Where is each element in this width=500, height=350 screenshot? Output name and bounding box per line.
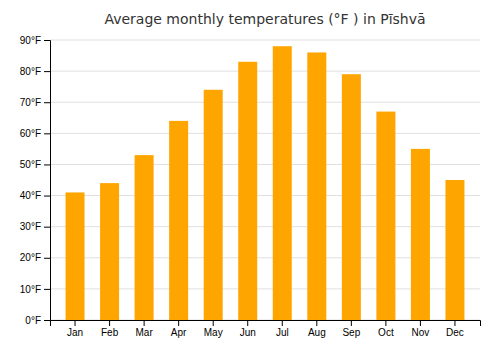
- y-tick: 10°F: [20, 284, 50, 295]
- x-tick: Apr: [171, 320, 187, 338]
- tick-label: Aug: [308, 327, 326, 338]
- bars: [66, 46, 465, 320]
- y-tick: 30°F: [20, 221, 50, 232]
- x-tick: Oct: [378, 320, 394, 338]
- tick-mark: [44, 227, 50, 228]
- tick-label: Oct: [378, 327, 394, 338]
- tick-label: Nov: [412, 327, 430, 338]
- tick-mark: [213, 320, 214, 326]
- tick-mark: [247, 320, 248, 326]
- grid-line: [50, 71, 480, 72]
- y-tick: 60°F: [20, 128, 50, 139]
- grid-line: [50, 102, 480, 103]
- bar: [169, 121, 188, 320]
- tick-mark: [316, 320, 317, 326]
- bar: [307, 52, 326, 320]
- bar: [100, 183, 119, 320]
- chart-container: 0°F 10°F 20°F 30°F 40°F 50°F 60°F 70°F 80°F 90°F J…: [0, 0, 500, 350]
- tick-label: May: [204, 327, 223, 338]
- bar: [273, 46, 292, 320]
- tick-label: 90°F: [20, 35, 41, 46]
- title: Average monthly temperatures (°F ) in Pī…: [104, 11, 425, 27]
- bar: [66, 192, 85, 320]
- x-tick: May: [204, 320, 223, 338]
- y-tick: 40°F: [20, 190, 50, 201]
- tick-label: 50°F: [20, 159, 41, 170]
- grid: [50, 40, 480, 320]
- axis-line: [44, 41, 51, 321]
- bar: [204, 90, 223, 320]
- x-tick: Mar: [135, 320, 153, 338]
- tick-mark: [44, 164, 50, 165]
- y-tick: 90°F: [20, 35, 50, 46]
- tick-mark: [351, 320, 352, 326]
- tick-mark: [44, 320, 50, 321]
- tick-label: 80°F: [20, 66, 41, 77]
- tick-label: 10°F: [20, 284, 41, 295]
- tick-label: Jul: [276, 327, 289, 338]
- tick-mark: [44, 289, 50, 290]
- tick-label: Dec: [446, 327, 464, 338]
- tick-mark: [44, 71, 50, 72]
- tick-label: Apr: [171, 327, 187, 338]
- tick-label: 0°F: [25, 315, 41, 326]
- tick-mark: [178, 320, 179, 326]
- bar: [411, 149, 430, 320]
- tick-label: Jan: [67, 327, 83, 338]
- x-tick: Aug: [308, 320, 326, 338]
- y-axis: 0°F 10°F 20°F 30°F 40°F 50°F 60°F 70°F 80°F 90°F: [20, 35, 51, 326]
- tick-mark: [44, 102, 50, 103]
- plot-area: 0°F 10°F 20°F 30°F 40°F 50°F 60°F 70°F 80°F 90°F J…: [20, 35, 481, 338]
- tick-mark: [75, 320, 76, 326]
- x-tick: Feb: [101, 320, 119, 338]
- x-tick: Sep: [342, 320, 360, 338]
- tick-mark: [44, 196, 50, 197]
- x-tick: Jan: [67, 320, 83, 338]
- tick-mark: [44, 258, 50, 259]
- y-tick: 70°F: [20, 97, 50, 108]
- tick-mark: [420, 320, 421, 326]
- x-axis: Jan Feb Mar Apr May Jun Jul Aug Sep Oct Nov Dec: [51, 320, 481, 338]
- x-tick: Jul: [276, 320, 289, 338]
- tick-label: Feb: [101, 327, 119, 338]
- tick-label: 30°F: [20, 221, 41, 232]
- tick-mark: [454, 320, 455, 326]
- tick-mark: [144, 320, 145, 326]
- tick-mark: [109, 320, 110, 326]
- x-tick: Nov: [412, 320, 430, 338]
- tick-mark: [385, 320, 386, 326]
- tick-mark: [282, 320, 283, 326]
- grid-line: [50, 40, 480, 41]
- y-tick: 20°F: [20, 252, 50, 263]
- tick-label: Mar: [135, 327, 153, 338]
- tick-label: Jun: [240, 327, 256, 338]
- y-tick: 50°F: [20, 159, 50, 170]
- tick-label: 40°F: [20, 190, 41, 201]
- x-tick: Jun: [240, 320, 256, 338]
- tick-label: 60°F: [20, 128, 41, 139]
- tick-label: 70°F: [20, 97, 41, 108]
- tick-label: 20°F: [20, 252, 41, 263]
- grid-line: [50, 133, 480, 134]
- bar: [376, 112, 395, 320]
- tick-mark: [44, 40, 50, 41]
- bar: [238, 62, 257, 320]
- chart-svg: 0°F 10°F 20°F 30°F 40°F 50°F 60°F 70°F 80°F 90°F J…: [0, 0, 500, 350]
- bar: [445, 180, 464, 320]
- y-tick: 0°F: [25, 315, 50, 326]
- y-tick: 80°F: [20, 66, 50, 77]
- tick-label: Sep: [342, 327, 360, 338]
- bar: [342, 74, 361, 320]
- axis-line: [51, 321, 481, 327]
- tick-mark: [44, 133, 50, 134]
- bar: [135, 155, 154, 320]
- x-tick: Dec: [446, 320, 464, 338]
